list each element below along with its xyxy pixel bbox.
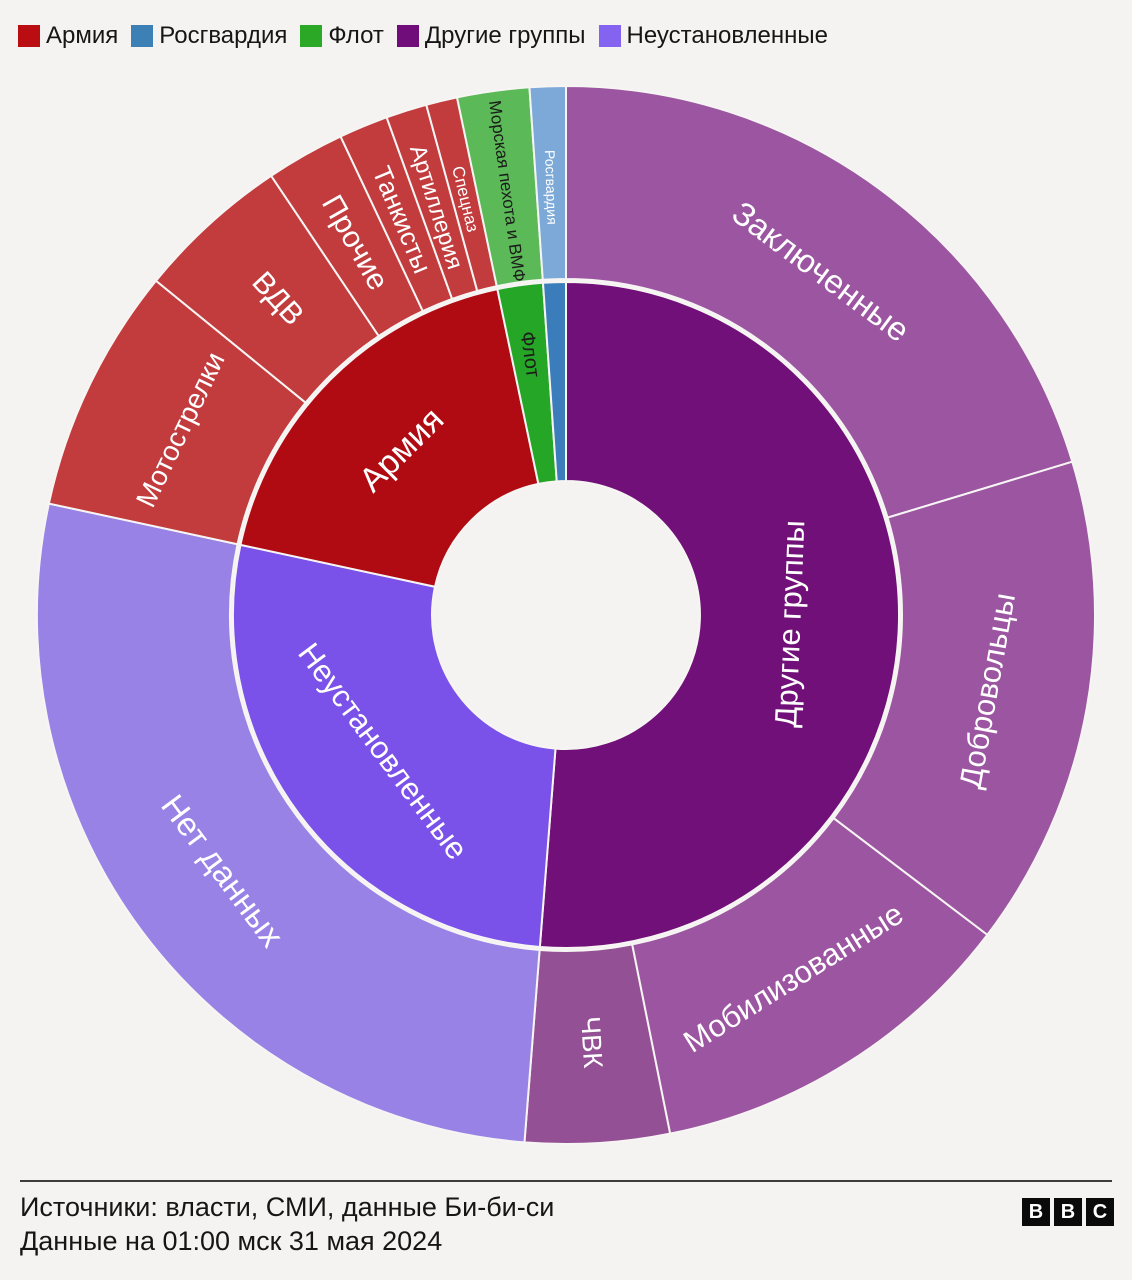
bbc-logo-letter-0: B [1022,1198,1050,1226]
footer-sources: Источники: власти, СМИ, данные Би-би-си [20,1192,555,1222]
footer-divider [20,1180,1112,1182]
segment-rosgvardia[interactable] [541,280,567,483]
legend-swatch-other-groups [396,25,419,47]
legend: Армия Росгвардия Флот Другие группы Неустано… [18,24,828,48]
segment-army[interactable] [239,287,540,588]
legend-label-army: Армия [46,22,119,49]
legend-swatch-army [18,25,40,47]
segment-unidentified[interactable] [232,543,557,949]
segment-rosgvardia-outer[interactable] [528,84,567,281]
footer-updated: Данные на 01:00 мск 31 мая 2024 [20,1226,443,1256]
legend-item-rosgvardia[interactable]: Росгвардия [131,24,287,48]
segment-other-groups[interactable] [538,280,900,949]
legend-label-navy: Флот [328,22,384,49]
legend-swatch-unidentified [598,25,621,47]
legend-label-rosgvardia: Росгвардия [159,22,288,49]
bbc-logo-letter-1: B [1054,1198,1082,1226]
bbc-logo-letter-2: C [1086,1198,1114,1226]
segment-prisoners[interactable] [565,84,1074,519]
legend-label-unidentified: Неустановленные [626,22,828,49]
legend-swatch-navy [300,25,323,47]
legend-item-unidentified[interactable]: Неустановленные [598,22,828,49]
segment-no-data[interactable] [35,502,541,1144]
legend-swatch-rosgvardia [131,25,154,47]
legend-item-army[interactable]: Армия [18,24,118,48]
legend-item-other-groups[interactable]: Другие группы [396,22,586,49]
legend-item-navy[interactable]: Флот [300,24,384,48]
segment-volunteers[interactable] [832,460,1096,937]
legend-label-other-groups: Другие группы [424,22,586,49]
